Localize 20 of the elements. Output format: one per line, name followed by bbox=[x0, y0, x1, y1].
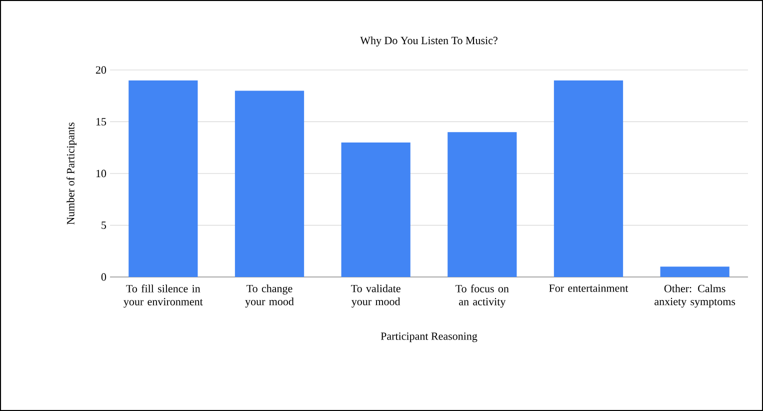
x-tick-label: To validate your mood bbox=[351, 284, 400, 308]
bar bbox=[660, 266, 730, 277]
y-tick-label: 0 bbox=[101, 273, 106, 281]
bar bbox=[554, 80, 624, 277]
bar bbox=[341, 142, 410, 277]
x-tick-label: To focus on an activity bbox=[456, 284, 509, 308]
y-tick-label: 15 bbox=[96, 118, 106, 126]
y-axis-title: Number of Participants bbox=[66, 122, 77, 224]
chart-title: Why Do You Listen To Music? bbox=[360, 36, 498, 46]
bar bbox=[234, 90, 304, 277]
y-tick-label: 20 bbox=[96, 66, 106, 74]
x-tick-label: To fill silence in your environment bbox=[124, 284, 203, 308]
bar bbox=[128, 80, 198, 277]
y-tick-label: 10 bbox=[96, 170, 106, 178]
y-tick-label: 5 bbox=[102, 222, 106, 229]
x-tick-label: For entertainment bbox=[549, 284, 628, 292]
bar bbox=[448, 132, 517, 277]
x-tick-label: Other: Calms anxiety symptoms bbox=[654, 284, 736, 308]
x-axis-title: Participant Reasoning bbox=[380, 332, 478, 342]
x-tick-label: To change your mood bbox=[245, 284, 294, 308]
